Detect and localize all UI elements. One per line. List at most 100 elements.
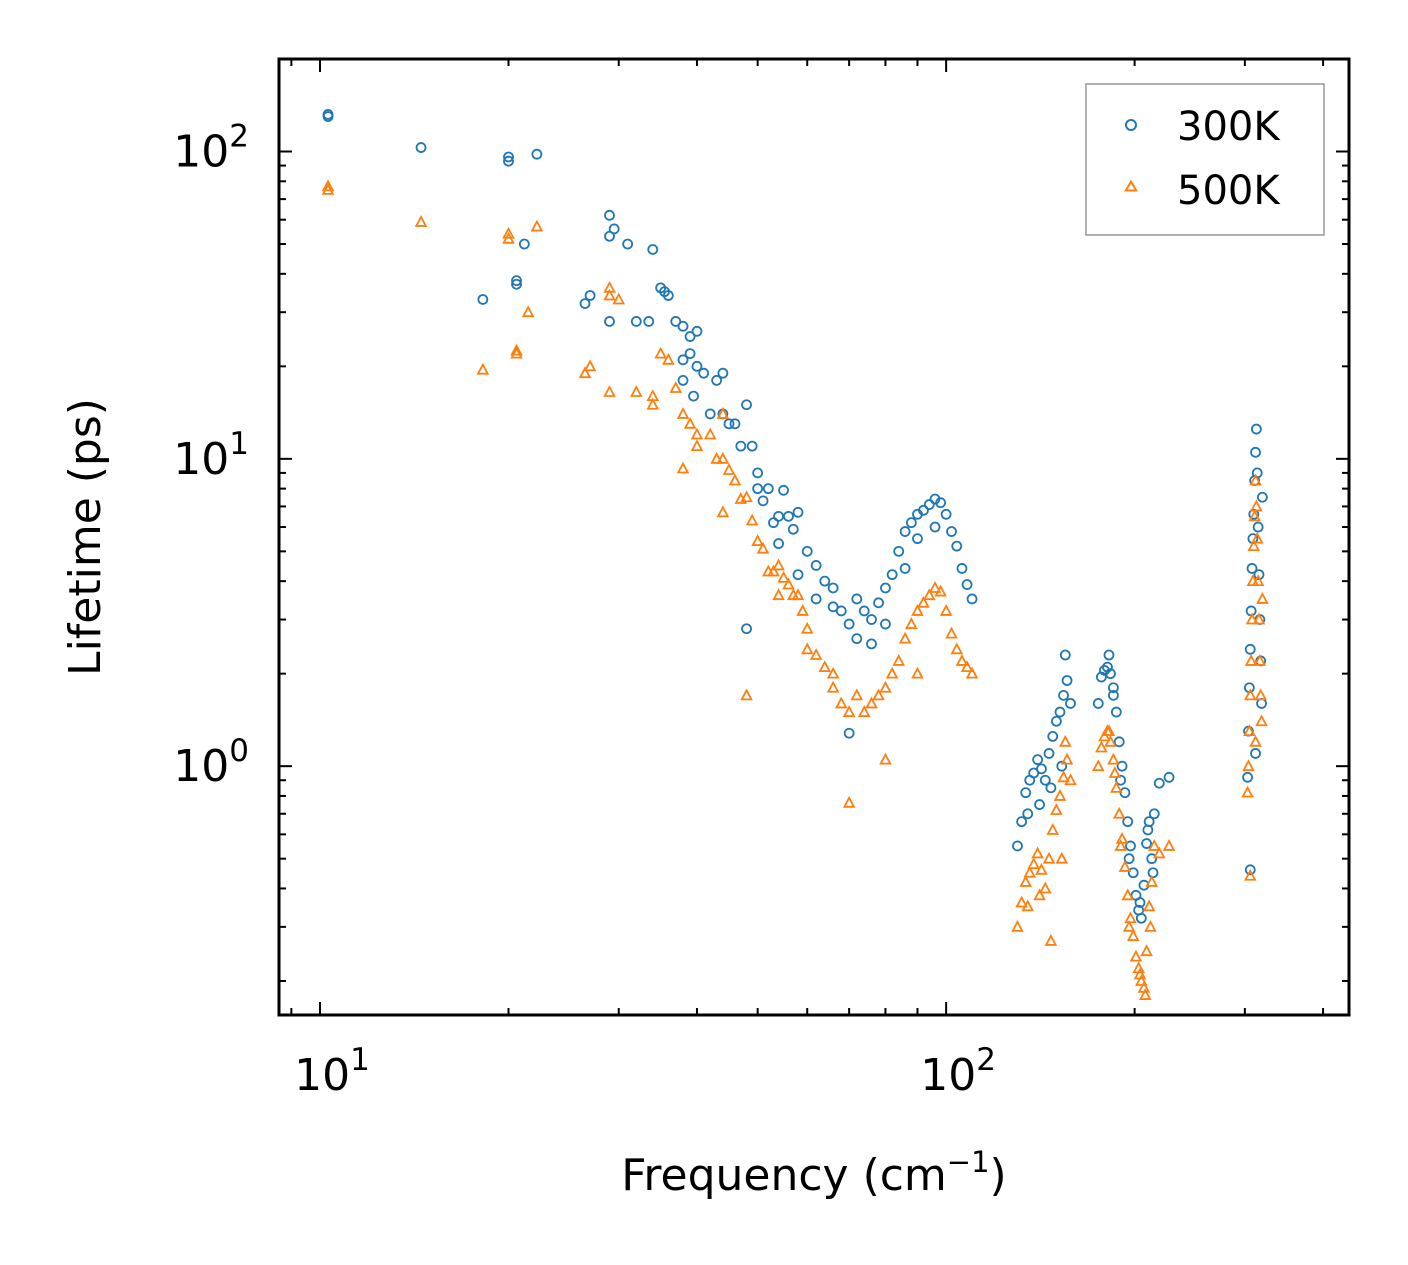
data-point-300k [1116, 760, 1128, 772]
data-point-500k [872, 688, 885, 701]
data-point-300k [801, 545, 813, 557]
data-point-500k [1021, 899, 1035, 912]
data-point-500k [791, 588, 805, 601]
data-point-300k [688, 390, 699, 402]
data-point-300k [1244, 864, 1256, 876]
data-point-500k [1253, 654, 1267, 666]
data-point-300k [723, 418, 735, 430]
data-point-300k [880, 618, 891, 630]
tick-labels: 101 102 100 101 102 [173, 119, 996, 1101]
data-point-300k [1092, 698, 1104, 709]
data-point-500k [716, 407, 730, 419]
data-point-300k [810, 560, 822, 571]
data-point-500k [1145, 875, 1159, 887]
y-axis-label: Lifetime (ps) [60, 398, 111, 676]
data-point-500k [1250, 499, 1263, 512]
data-point-300k [762, 483, 774, 495]
data-point-300k [951, 540, 963, 552]
data-point-300k [905, 517, 917, 529]
data-point-300k [1050, 715, 1062, 727]
data-point-300k [604, 316, 615, 327]
data-point-300k [1105, 668, 1116, 680]
data-point-300k [940, 508, 952, 520]
data-point-500k [1019, 875, 1033, 887]
data-point-500k [1118, 860, 1132, 872]
data-point-300k [1242, 771, 1253, 783]
data-point-500k [690, 427, 704, 440]
data-point-500k [1108, 766, 1122, 778]
data-point-300k [923, 499, 935, 510]
data-point-300k [792, 506, 804, 518]
data-point-300k [531, 148, 543, 160]
data-point-500k [1249, 473, 1262, 486]
legend-label-500k: 500K [1177, 168, 1281, 214]
data-point-500k [911, 604, 924, 616]
data-point-300k [704, 408, 716, 420]
y-tick-label: 100 [173, 733, 249, 792]
data-point-500k [1015, 895, 1028, 908]
data-point-300k [741, 623, 752, 635]
data-point-500k [898, 631, 912, 644]
data-point-300k [415, 142, 427, 153]
data-point-300k [746, 440, 758, 452]
data-point-500k [917, 595, 930, 608]
data-point-300k [1246, 563, 1258, 574]
data-point-500k [1060, 752, 1074, 765]
data-point-500k [1247, 539, 1261, 552]
data-point-500k [911, 666, 924, 679]
data-point-500k [1110, 780, 1123, 793]
data-point-500k [950, 642, 964, 655]
data-point-500k [1107, 752, 1120, 765]
data-point-300k [643, 316, 655, 327]
x-tick-label: 101 [294, 1042, 370, 1101]
legend: 300K 500K [1085, 83, 1325, 236]
data-point-500k [683, 416, 697, 429]
data-point-500k [1242, 759, 1255, 772]
data-point-500k [1256, 592, 1269, 604]
data-point-500k [1144, 919, 1157, 932]
data-point-300k [1056, 760, 1068, 772]
data-point-500k [777, 570, 790, 583]
data-point-500k [1050, 803, 1063, 815]
data-point-500k [703, 427, 717, 440]
data-point-300k [787, 523, 799, 535]
data-point-300k [1153, 777, 1165, 789]
data-point-300k [1065, 698, 1076, 709]
x-tick-label: 102 [920, 1042, 996, 1101]
data-point-300k [1108, 682, 1119, 694]
data-points [321, 109, 1269, 1000]
data-point-300k [1054, 706, 1066, 718]
data-point-500k [1140, 944, 1153, 957]
data-point-300k [961, 579, 973, 590]
data-point-300k [1146, 853, 1158, 865]
data-point-500k [1135, 974, 1148, 986]
data-point-300k [477, 294, 489, 305]
data-point-300k [757, 495, 769, 507]
data-point-300k [1095, 671, 1107, 683]
data-point-500k [1044, 934, 1058, 946]
data-point-500k [809, 648, 823, 660]
data-point-500k [1091, 759, 1105, 772]
data-point-300k [858, 605, 870, 617]
data-point-300k [827, 601, 839, 613]
data-point-300k [1163, 771, 1175, 783]
data-point-500k [1250, 531, 1264, 544]
data-point-500k [1133, 967, 1147, 980]
data-point-500k [842, 705, 856, 717]
data-point-300k [792, 569, 804, 581]
data-point-300k [866, 614, 877, 625]
data-point-500k [934, 584, 947, 597]
data-point-500k [1126, 929, 1140, 941]
data-point-500k [716, 451, 730, 464]
data-point-500k [740, 688, 753, 701]
data-point-300k [677, 354, 689, 366]
data-point-500k [1011, 919, 1024, 932]
data-point-500k [1162, 839, 1176, 851]
data-point-300k [677, 374, 689, 386]
y-tick-label: 101 [173, 426, 249, 485]
data-point-500k [1121, 888, 1135, 901]
data-point-300k [827, 582, 839, 594]
data-point-500k [654, 346, 667, 359]
data-point-500k [1064, 773, 1077, 786]
data-point-300k [584, 290, 596, 301]
